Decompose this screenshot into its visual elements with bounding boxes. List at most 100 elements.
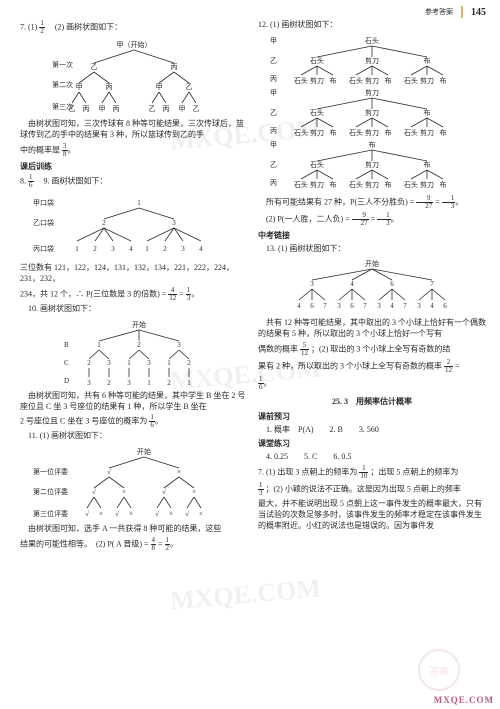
q12-intro: 12. (1) 画树状图如下： bbox=[258, 20, 486, 31]
svg-text:3: 3 bbox=[181, 245, 185, 253]
svg-text:第一位评委: 第一位评委 bbox=[33, 467, 68, 476]
q11-text: 由树状图可知，选手 A 一共获得 8 种可能的结果，这些 bbox=[20, 524, 248, 535]
tree-diagram-5: 开始 3 4 6 7 467367347346 bbox=[267, 256, 477, 316]
svg-text:石头: 石头 bbox=[404, 128, 418, 137]
svg-text:丙: 丙 bbox=[106, 83, 113, 91]
svg-text:布: 布 bbox=[385, 180, 392, 189]
svg-text:B: B bbox=[64, 341, 69, 349]
svg-text:布: 布 bbox=[385, 128, 392, 137]
svg-text:6: 6 bbox=[310, 302, 314, 310]
svg-text:√: √ bbox=[185, 510, 189, 518]
q10-intro: 10. 画树状图如下： bbox=[20, 304, 248, 315]
q7r-line1: 7. (1) 出现 3 点朝上的频率为 110 ；出现 5 点朝上的频率为 bbox=[258, 465, 486, 480]
svg-text:甲: 甲 bbox=[99, 105, 106, 113]
svg-text:1: 1 bbox=[167, 359, 171, 367]
q13-text3: 果有 2 种，所以取出的 3 个小球上全写有奇数的概率 212 = bbox=[258, 359, 486, 374]
fraction: 212 bbox=[444, 359, 453, 374]
site-logo: MXQE.COM bbox=[434, 695, 494, 705]
svg-text:√: √ bbox=[155, 510, 159, 518]
svg-text:甲: 甲 bbox=[270, 141, 277, 149]
q13-frac3: 16。 bbox=[258, 376, 486, 391]
q7r-line3: 最大，并不能说明出现 5 点朝上这一事件发生的概率最大，只有当试验的次数足够多时… bbox=[258, 499, 486, 531]
watermark: MXQE.COM bbox=[169, 573, 322, 616]
svg-text:剪刀: 剪刀 bbox=[310, 180, 324, 189]
svg-text:石头: 石头 bbox=[294, 76, 308, 85]
svg-text:×: × bbox=[129, 510, 133, 518]
svg-text:2: 2 bbox=[107, 379, 111, 387]
svg-text:√: √ bbox=[85, 510, 89, 518]
svg-text:√: √ bbox=[115, 510, 119, 518]
q11-intro: 11. (1) 画树状图如下： bbox=[20, 431, 248, 442]
q12b: (2) P(一人胜，二人负) = 927 = 13。 bbox=[258, 212, 486, 227]
svg-text:C: C bbox=[64, 359, 69, 367]
svg-text:2: 2 bbox=[87, 359, 91, 367]
svg-text:甲（开始）: 甲（开始） bbox=[117, 40, 152, 49]
q9-text1: 三位数有 121，122，124，131，132，134，221，222，224… bbox=[20, 263, 248, 285]
svg-text:甲口袋: 甲口袋 bbox=[33, 198, 54, 207]
svg-text:3: 3 bbox=[377, 302, 381, 310]
svg-text:布: 布 bbox=[330, 76, 337, 85]
fraction: 110 bbox=[359, 465, 368, 480]
svg-text:石头: 石头 bbox=[404, 76, 418, 85]
svg-text:石头: 石头 bbox=[365, 36, 379, 45]
svg-text:4: 4 bbox=[350, 280, 354, 288]
svg-text:3: 3 bbox=[310, 280, 314, 288]
svg-text:丙: 丙 bbox=[171, 63, 178, 71]
q7r-line2: 13 ；(2) 小颖的说法不正确。这是因为出现 5 点朝上的频率 bbox=[258, 482, 486, 497]
svg-text:开始: 开始 bbox=[132, 320, 146, 329]
svg-text:开始: 开始 bbox=[365, 259, 379, 268]
svg-text:石头: 石头 bbox=[349, 180, 363, 189]
svg-text:石头: 石头 bbox=[310, 56, 324, 65]
svg-text:丙: 丙 bbox=[163, 105, 170, 113]
q13-text1: 共有 12 种等可能结果，其中取出的 3 个小球上恰好有一个偶数的结果有 5 种… bbox=[258, 318, 486, 340]
svg-text:乙: 乙 bbox=[270, 109, 277, 117]
svg-text:2: 2 bbox=[137, 341, 141, 349]
svg-text:乙: 乙 bbox=[149, 105, 156, 113]
svg-text:石头: 石头 bbox=[404, 180, 418, 189]
q10-text: 由树状图可知，共有 6 种等可能的结果，其中学生 B 坐在 2 号座位且 C 坐… bbox=[20, 391, 248, 413]
q13-intro: 13. (1) 画树状图如下： bbox=[258, 244, 486, 255]
tree-diagram-4: 开始 第一位评委 √ × 第二位评委 √× √× 第三位评委 √× √× √× … bbox=[29, 444, 239, 522]
svg-text:布: 布 bbox=[440, 76, 447, 85]
svg-text:剪刀: 剪刀 bbox=[365, 180, 379, 189]
q7-explain: 由树状图可知，三次传球有 8 种等可能结果，三次传球后，篮球传到乙的手中的结果有… bbox=[20, 119, 248, 141]
svg-text:剪刀: 剪刀 bbox=[365, 88, 379, 97]
svg-text:7: 7 bbox=[430, 280, 434, 288]
svg-text:1: 1 bbox=[75, 245, 79, 253]
section-title-25-3: 25. 3 用频率估计概率 bbox=[258, 397, 486, 408]
svg-text:布: 布 bbox=[424, 56, 431, 65]
tree-diagram-3: 开始 B 1 2 3 C 23 13 12 D 32 31 21 bbox=[44, 317, 224, 389]
fraction: 13 bbox=[377, 212, 391, 227]
svg-text:乙: 乙 bbox=[69, 105, 76, 113]
svg-text:×: × bbox=[199, 510, 203, 518]
svg-text:剪刀: 剪刀 bbox=[420, 76, 434, 85]
svg-text:3: 3 bbox=[417, 302, 421, 310]
stamp-icon: 答案 bbox=[418, 649, 460, 691]
svg-text:甲: 甲 bbox=[270, 37, 277, 45]
tree-diagram-2: 甲口袋 1 乙口袋 2 3 丙口袋 1 2 3 4 1 2 3 4 bbox=[29, 191, 239, 261]
header-bar bbox=[461, 6, 463, 18]
svg-text:1: 1 bbox=[187, 379, 191, 387]
svg-text:4: 4 bbox=[430, 302, 434, 310]
svg-text:4: 4 bbox=[297, 302, 301, 310]
q11-tail: 结果的可能性相等。 (2) P( A 晋级) = 48 = 12。 bbox=[20, 537, 248, 552]
svg-text:2: 2 bbox=[167, 379, 171, 387]
tree-diagram-1: 甲（开始） 第一次 乙 丙 第二次 甲 丙 甲 乙 第三次 乙 丙 甲 丙 乙 … bbox=[34, 37, 234, 117]
svg-text:甲: 甲 bbox=[270, 89, 277, 97]
svg-text:剪刀: 剪刀 bbox=[310, 128, 324, 137]
fraction: 13 bbox=[186, 287, 192, 302]
svg-text:丙: 丙 bbox=[270, 127, 277, 135]
svg-text:丙: 丙 bbox=[113, 105, 120, 113]
svg-text:甲: 甲 bbox=[76, 83, 83, 91]
svg-text:3: 3 bbox=[147, 359, 151, 367]
fraction: 16 bbox=[149, 414, 155, 429]
svg-text:3: 3 bbox=[177, 341, 181, 349]
rps-tree: 甲石头乙丙石头石头剪刀布剪刀石头剪刀布布石头剪刀布甲剪刀乙丙石头石头剪刀布剪刀石… bbox=[262, 33, 482, 193]
section-after-class: 课后训练 bbox=[20, 162, 248, 173]
svg-text:×: × bbox=[169, 510, 173, 518]
svg-text:×: × bbox=[99, 510, 103, 518]
svg-text:甲: 甲 bbox=[156, 83, 163, 91]
svg-text:布: 布 bbox=[330, 128, 337, 137]
section-exam-link: 中考链接 bbox=[258, 231, 486, 242]
svg-text:2: 2 bbox=[102, 219, 106, 227]
